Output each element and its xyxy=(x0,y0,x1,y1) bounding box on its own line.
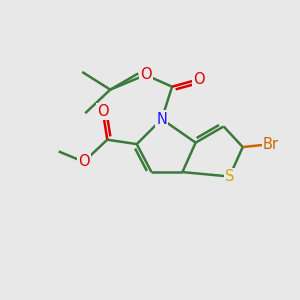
Text: O: O xyxy=(78,154,90,169)
Text: N: N xyxy=(156,112,167,127)
Text: O: O xyxy=(193,72,204,87)
Text: O: O xyxy=(140,68,152,82)
Text: S: S xyxy=(225,169,234,184)
Text: Br: Br xyxy=(263,136,279,152)
Text: O: O xyxy=(97,104,109,119)
